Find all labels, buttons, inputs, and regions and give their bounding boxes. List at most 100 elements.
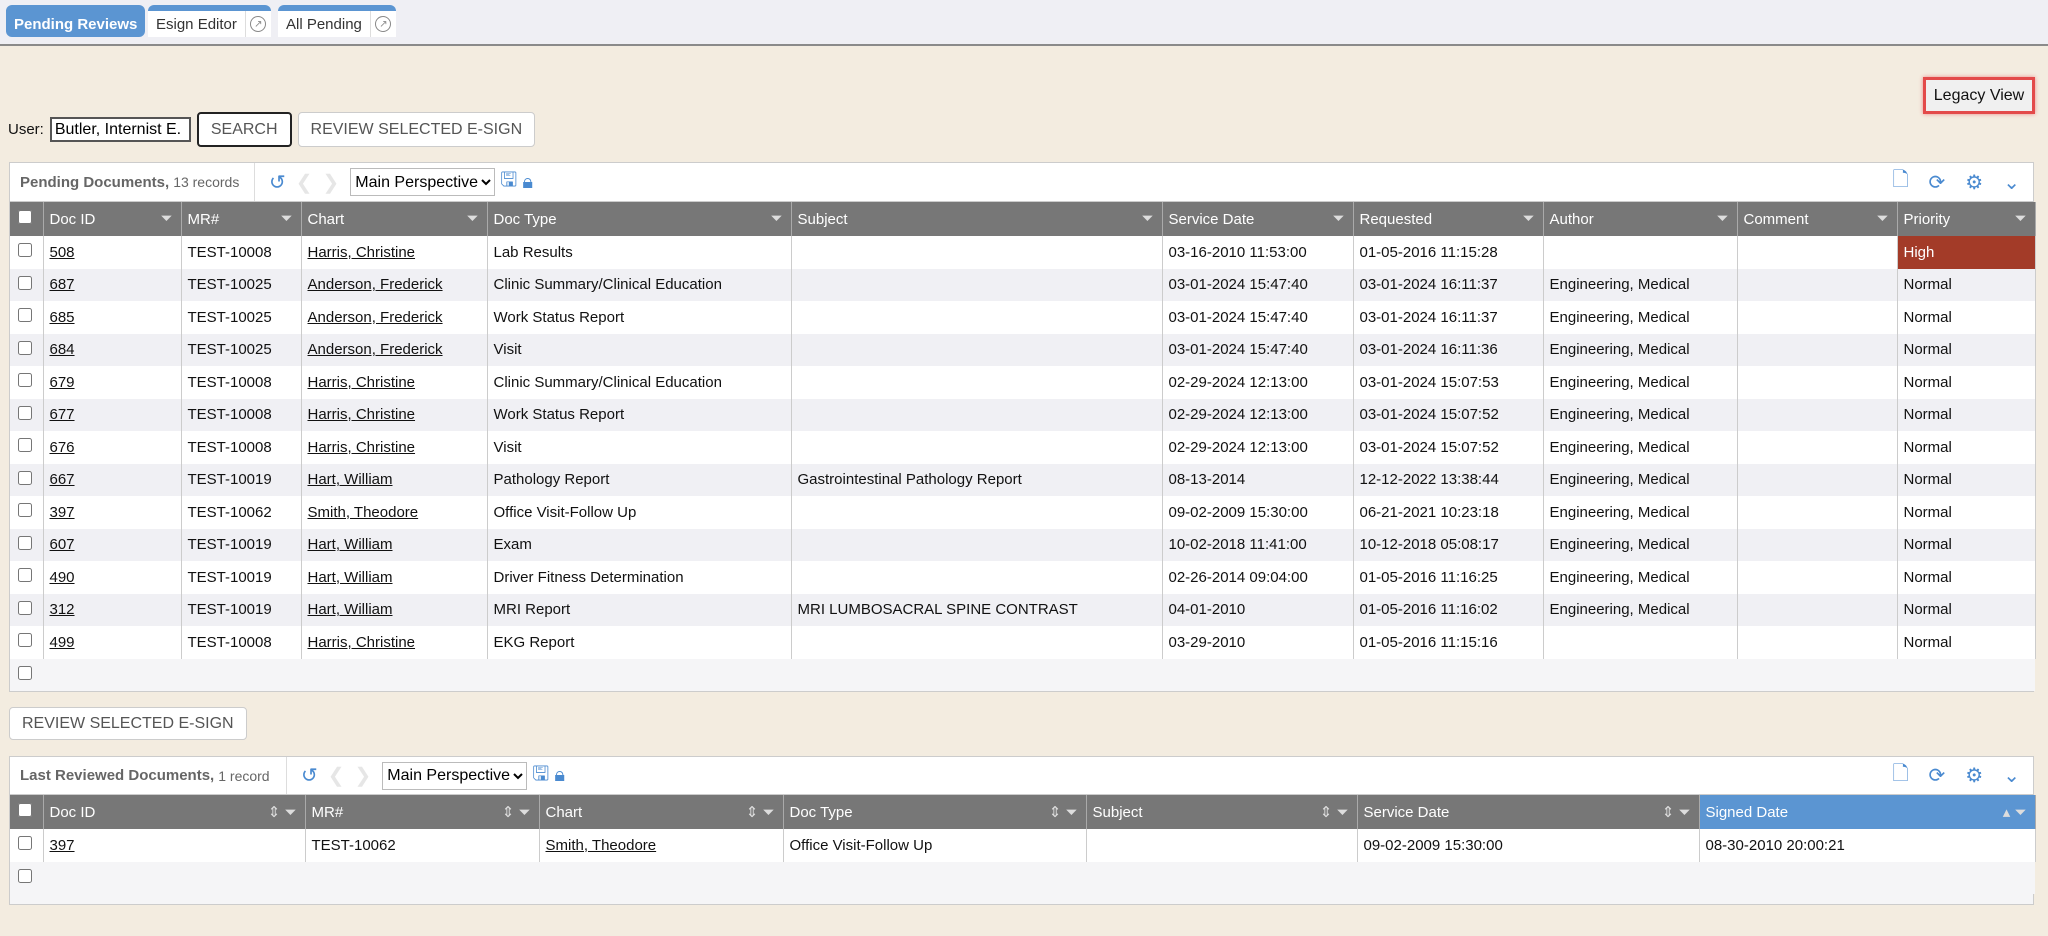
chart-link[interactable]: Anderson, Frederick: [307, 276, 443, 294]
doc-id-link[interactable]: 677: [49, 406, 75, 424]
chart-link[interactable]: Smith, Theodore: [545, 836, 657, 854]
chart-link[interactable]: Harris, Christine: [307, 633, 416, 651]
back-icon[interactable]: ❮: [327, 765, 345, 787]
column-header-mr[interactable]: MR# ⏷: [181, 202, 302, 236]
forward-icon[interactable]: ❯: [354, 765, 372, 787]
tab-all-pending[interactable]: All Pending ↗: [278, 5, 396, 37]
column-header-service-date[interactable]: Service Date ⏷: [1162, 202, 1354, 236]
filter-icon[interactable]: ⏷: [1522, 210, 1535, 227]
row-checkbox[interactable]: [18, 470, 32, 485]
filter-icon[interactable]: ⇕ ⏷: [501, 804, 531, 821]
filter-icon[interactable]: ▴ ⏷: [2002, 804, 2027, 821]
filter-icon[interactable]: ⇕ ⏷: [1048, 804, 1078, 821]
chart-link[interactable]: Anderson, Frederick: [307, 308, 443, 326]
table-row[interactable]: 490 TEST-10019 Hart, William Driver Fitness…: [10, 561, 2036, 594]
chart-link[interactable]: Hart, William: [307, 568, 393, 586]
filter-icon[interactable]: ⇕ ⏷: [1319, 804, 1349, 821]
search-button[interactable]: SEARCH: [196, 112, 292, 147]
row-checkbox[interactable]: [18, 568, 32, 583]
column-header-doc-type[interactable]: Doc Type ⏷: [487, 202, 792, 236]
lock-icon[interactable]: 🔒︎: [554, 764, 565, 786]
table-row[interactable]: 685 TEST-10025 Anderson, Frederick Work Sta…: [10, 301, 2036, 334]
filter-icon[interactable]: ⏷: [160, 210, 173, 227]
column-header-signed-date[interactable]: Signed Date ▴ ⏷: [1699, 795, 2036, 829]
chart-link[interactable]: Hart, William: [307, 601, 393, 619]
table-row[interactable]: 667 TEST-10019 Hart, William Pathology Repo…: [10, 463, 2036, 496]
row-checkbox[interactable]: [18, 373, 32, 388]
chart-link[interactable]: Harris, Christine: [307, 406, 416, 424]
column-header-doc-id[interactable]: Doc ID ⇕ ⏷: [43, 795, 306, 829]
chart-link[interactable]: Harris, Christine: [307, 243, 416, 261]
column-header-subject[interactable]: Subject ⇕ ⏷: [1086, 795, 1358, 829]
new-document-icon[interactable]: 🗋: [1892, 169, 1909, 191]
column-header-chart[interactable]: Chart ⏷: [301, 202, 488, 236]
column-header-priority[interactable]: Priority ⏷: [1897, 202, 2036, 236]
table-row[interactable]: 684 TEST-10025 Anderson, Frederick Visit 03-…: [10, 333, 2036, 366]
row-checkbox[interactable]: [18, 535, 32, 550]
row-checkbox[interactable]: [18, 308, 32, 323]
doc-id-link[interactable]: 685: [49, 308, 75, 326]
doc-id-link[interactable]: 684: [49, 341, 75, 359]
tab-esign-editor[interactable]: Esign Editor ↗: [148, 5, 271, 37]
filter-icon[interactable]: ⏷: [770, 210, 783, 227]
row-checkbox[interactable]: [18, 868, 32, 883]
chart-link[interactable]: Smith, Theodore: [307, 503, 419, 521]
row-checkbox[interactable]: [18, 438, 32, 453]
select-all-checkbox[interactable]: [18, 210, 32, 224]
filter-icon[interactable]: ⇕ ⏷: [745, 804, 775, 821]
refresh-icon[interactable]: ⟳: [1928, 171, 1946, 194]
doc-id-link[interactable]: 397: [49, 836, 75, 854]
doc-id-link[interactable]: 607: [49, 536, 75, 554]
column-header-service-date[interactable]: Service Date ⇕ ⏷: [1357, 795, 1700, 829]
undo-icon[interactable]: ↺: [269, 171, 286, 194]
new-document-icon[interactable]: 🗋: [1892, 762, 1909, 785]
filter-icon[interactable]: ⇕ ⏷: [1661, 804, 1691, 821]
review-selected-button-bottom[interactable]: REVIEW SELECTED E-SIGN: [9, 707, 247, 740]
chart-link[interactable]: Hart, William: [307, 536, 393, 554]
legacy-view-button[interactable]: Legacy View: [1923, 77, 2035, 114]
doc-id-link[interactable]: 676: [49, 438, 75, 456]
perspective-select[interactable]: Main Perspective: [382, 761, 528, 790]
column-header-mr[interactable]: MR# ⇕ ⏷: [305, 795, 540, 829]
forward-icon[interactable]: ❯: [322, 171, 340, 194]
column-header-subject[interactable]: Subject ⏷: [791, 202, 1163, 236]
user-input[interactable]: [49, 117, 191, 142]
filter-icon[interactable]: ⏷: [280, 210, 293, 227]
save-icon[interactable]: 🖫: [532, 762, 550, 785]
filter-icon[interactable]: ⏷: [2014, 210, 2027, 227]
column-header-doc-id[interactable]: Doc ID ⏷: [43, 202, 182, 236]
perspective-select[interactable]: Main Perspective: [350, 168, 496, 196]
select-all-checkbox[interactable]: [18, 803, 32, 817]
row-checkbox[interactable]: [18, 600, 32, 615]
chevron-down-icon[interactable]: ⌄: [2003, 765, 2020, 787]
lock-icon[interactable]: 🔒︎: [522, 170, 533, 193]
chart-link[interactable]: Hart, William: [307, 471, 393, 489]
table-row[interactable]: 397 TEST-10062 Smith, Theodore Office Visit…: [10, 496, 2036, 529]
chevron-down-icon[interactable]: ⌄: [2003, 171, 2020, 194]
table-row[interactable]: 676 TEST-10008 Harris, Christine Visit 02-29…: [10, 431, 2036, 464]
column-header-comment[interactable]: Comment ⏷: [1737, 202, 1898, 236]
row-checkbox[interactable]: [18, 405, 32, 420]
column-header-author[interactable]: Author ⏷: [1543, 202, 1738, 236]
doc-id-link[interactable]: 687: [49, 276, 75, 294]
row-checkbox[interactable]: [18, 243, 32, 258]
filter-icon[interactable]: ⏷: [1332, 210, 1345, 227]
table-row[interactable]: 677 TEST-10008 Harris, Christine Work Statu…: [10, 398, 2036, 431]
chart-link[interactable]: Harris, Christine: [307, 373, 416, 391]
chart-link[interactable]: Harris, Christine: [307, 438, 416, 456]
row-checkbox[interactable]: [18, 503, 32, 518]
doc-id-link[interactable]: 508: [49, 243, 75, 261]
row-checkbox[interactable]: [18, 633, 32, 648]
doc-id-link[interactable]: 679: [49, 373, 75, 391]
row-checkbox[interactable]: [18, 665, 32, 680]
table-row[interactable]: 679 TEST-10008 Harris, Christine Clinic Sum…: [10, 366, 2036, 399]
doc-id-link[interactable]: 312: [49, 601, 75, 619]
table-row[interactable]: 397 TEST-10062 Smith, Theodore Office Visit…: [10, 829, 2036, 862]
table-row[interactable]: 687 TEST-10025 Anderson, Frederick Clinic S…: [10, 268, 2036, 301]
row-checkbox[interactable]: [18, 275, 32, 290]
open-external-icon[interactable]: ↗: [369, 11, 396, 37]
gear-icon[interactable]: ⚙: [1965, 765, 1984, 787]
doc-id-link[interactable]: 490: [49, 568, 75, 586]
filter-icon[interactable]: ⏷: [1876, 210, 1889, 227]
table-row[interactable]: 312 TEST-10019 Hart, William MRI Report MRI …: [10, 593, 2036, 626]
